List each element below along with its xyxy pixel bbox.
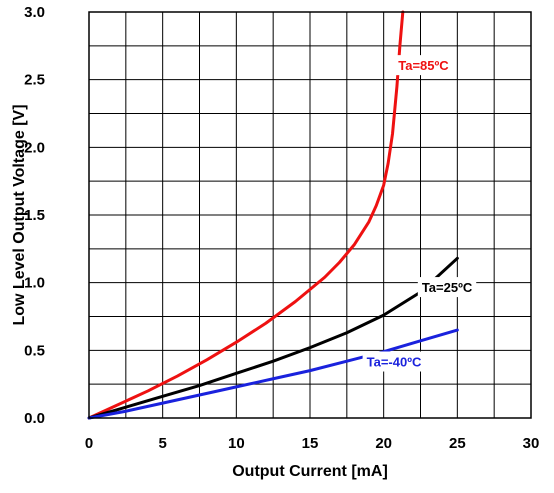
- grid: [89, 12, 531, 418]
- x-tick-label: 20: [375, 435, 392, 452]
- series-line-0: [87, 10, 405, 420]
- series-label-bg: [394, 55, 453, 76]
- y-tick-label: 1.0: [24, 275, 45, 292]
- tick-labels: 0 5 10 15 20 25 30 0.0 0.5 1.0 1.5 2.0 2.5 3.0: [24, 4, 539, 452]
- y-tick-label: 1.5: [24, 207, 45, 224]
- x-tick-label: 10: [228, 435, 245, 452]
- y-axis-title: Low Level Output Voltage [V]: [11, 104, 28, 325]
- series-label-0: Ta=85ºC: [398, 58, 449, 73]
- series-label-1: Ta=25ºC: [422, 280, 473, 295]
- plot-frame: [88, 11, 532, 419]
- y-tick-label: 0.0: [24, 410, 45, 427]
- series-line-2: [87, 328, 459, 420]
- x-tick-label: 25: [449, 435, 466, 452]
- series-line-1: [87, 256, 459, 420]
- y-tick-label: 2.0: [24, 139, 45, 156]
- x-tick-label: 0: [85, 435, 93, 452]
- y-tick-label: 3.0: [24, 4, 45, 21]
- series-labels: Ta=85ºC Ta=25ºC Ta=-40ºC: [362, 55, 477, 372]
- y-tick-label: 0.5: [24, 342, 45, 359]
- series-label-bg: [417, 277, 477, 298]
- series-label-bg: [362, 351, 426, 372]
- x-tick-label: 5: [158, 435, 166, 452]
- x-tick-label: 15: [302, 435, 319, 452]
- x-axis-title: Output Current [mA]: [232, 463, 388, 480]
- x-tick-label: 30: [523, 435, 540, 452]
- series-group: [87, 10, 459, 420]
- series-label-2: Ta=-40ºC: [367, 355, 422, 370]
- y-tick-label: 2.5: [24, 72, 45, 89]
